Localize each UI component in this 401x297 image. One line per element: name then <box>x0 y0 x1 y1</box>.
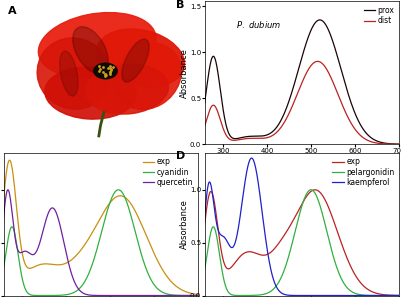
Legend: exp, cyanidin, quercetin: exp, cyanidin, quercetin <box>142 157 194 187</box>
Legend: exp, pelargonidin, kaempferol: exp, pelargonidin, kaempferol <box>332 157 395 187</box>
Y-axis label: Absorbance: Absorbance <box>180 199 188 249</box>
Text: A: A <box>8 6 16 16</box>
X-axis label: Wavelength (nm): Wavelength (nm) <box>266 156 338 165</box>
Text: D: D <box>176 151 186 161</box>
Text: $\it{P.\ dubium}$: $\it{P.\ dubium}$ <box>236 19 282 30</box>
Y-axis label: Absorbance: Absorbance <box>180 48 188 98</box>
Text: B: B <box>176 0 185 10</box>
Legend: prox, dist: prox, dist <box>363 5 395 26</box>
